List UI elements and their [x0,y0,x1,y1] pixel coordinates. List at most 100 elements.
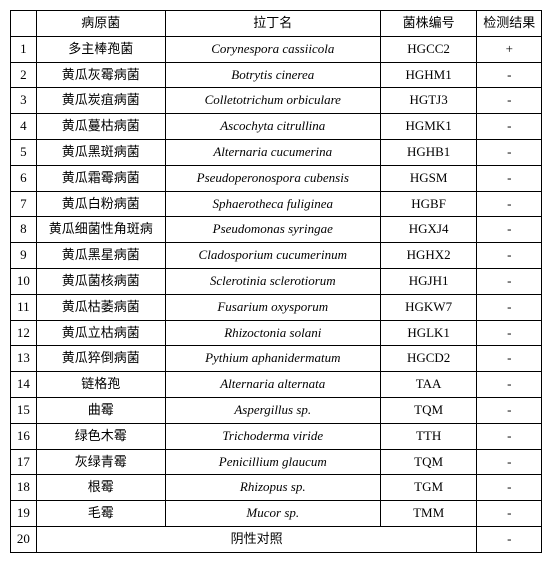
cell-latin: Alternaria cucumerina [165,139,380,165]
cell-code: HGBF [380,191,477,217]
cell-code: TAA [380,372,477,398]
cell-index: 4 [11,114,37,140]
cell-index: 17 [11,449,37,475]
cell-latin: Trichoderma viride [165,423,380,449]
cell-result: + [477,36,542,62]
cell-index: 9 [11,243,37,269]
cell-result: - [477,475,542,501]
cell-result: - [477,449,542,475]
table-row: 16绿色木霉Trichoderma virideTTH- [11,423,542,449]
table-row: 11黄瓜枯萎病菌Fusarium oxysporumHGKW7- [11,294,542,320]
cell-pathogen: 绿色木霉 [36,423,165,449]
cell-result: - [477,320,542,346]
cell-result: - [477,139,542,165]
table-footer-row: 20 阴性对照 - [11,526,542,552]
table-row: 5黄瓜黑斑病菌Alternaria cucumerinaHGHB1- [11,139,542,165]
cell-index: 8 [11,217,37,243]
cell-result: - [477,346,542,372]
cell-index: 3 [11,88,37,114]
cell-pathogen: 黄瓜立枯病菌 [36,320,165,346]
pathogen-table: 病原菌 拉丁名 菌株编号 检测结果 1多主棒孢菌Corynespora cass… [10,10,542,553]
cell-pathogen: 灰绿青霉 [36,449,165,475]
cell-pathogen: 黄瓜灰霉病菌 [36,62,165,88]
cell-latin: Alternaria alternata [165,372,380,398]
cell-index: 19 [11,501,37,527]
cell-latin: Pseudoperonospora cubensis [165,165,380,191]
table-row: 13黄瓜猝倒病菌Pythium aphanidermatumHGCD2- [11,346,542,372]
cell-code: TTH [380,423,477,449]
cell-pathogen: 曲霉 [36,397,165,423]
cell-result: - [477,243,542,269]
table-row: 9黄瓜黑星病菌Cladosporium cucumerinumHGHX2- [11,243,542,269]
cell-latin: Aspergillus sp. [165,397,380,423]
cell-result: - [477,88,542,114]
cell-pathogen: 黄瓜枯萎病菌 [36,294,165,320]
table-row: 18根霉Rhizopus sp.TGM- [11,475,542,501]
cell-index: 11 [11,294,37,320]
cell-index: 5 [11,139,37,165]
cell-code: HGMK1 [380,114,477,140]
cell-index: 10 [11,268,37,294]
cell-result: - [477,191,542,217]
table-row: 10黄瓜菌核病菌Sclerotinia sclerotiorumHGJH1- [11,268,542,294]
cell-latin: Rhizopus sp. [165,475,380,501]
cell-latin: Pythium aphanidermatum [165,346,380,372]
cell-index: 6 [11,165,37,191]
cell-latin: Pseudomonas syringae [165,217,380,243]
header-index [11,11,37,37]
cell-code: HGHB1 [380,139,477,165]
cell-code: HGCD2 [380,346,477,372]
cell-latin: Botrytis cinerea [165,62,380,88]
table-row: 12黄瓜立枯病菌Rhizoctonia solaniHGLK1- [11,320,542,346]
cell-result: - [477,217,542,243]
header-result: 检测结果 [477,11,542,37]
cell-pathogen: 黄瓜炭疽病菌 [36,88,165,114]
cell-code: HGHX2 [380,243,477,269]
header-latin: 拉丁名 [165,11,380,37]
table-header-row: 病原菌 拉丁名 菌株编号 检测结果 [11,11,542,37]
cell-pathogen: 多主棒孢菌 [36,36,165,62]
cell-result: - [477,372,542,398]
cell-index: 7 [11,191,37,217]
cell-pathogen: 黄瓜蔓枯病菌 [36,114,165,140]
cell-pathogen: 黄瓜黑斑病菌 [36,139,165,165]
header-code: 菌株编号 [380,11,477,37]
cell-result: - [477,397,542,423]
cell-code: HGJH1 [380,268,477,294]
cell-latin: Cladosporium cucumerinum [165,243,380,269]
table-row: 14链格孢Alternaria alternataTAA- [11,372,542,398]
cell-latin: Colletotrichum orbiculare [165,88,380,114]
footer-label: 阴性对照 [36,526,477,552]
cell-latin: Rhizoctonia solani [165,320,380,346]
cell-latin: Mucor sp. [165,501,380,527]
table-row: 7黄瓜白粉病菌Sphaerotheca fuligineaHGBF- [11,191,542,217]
cell-index: 1 [11,36,37,62]
cell-pathogen: 黄瓜猝倒病菌 [36,346,165,372]
table-row: 6黄瓜霜霉病菌Pseudoperonospora cubensisHGSM- [11,165,542,191]
table-row: 2黄瓜灰霉病菌Botrytis cinereaHGHM1- [11,62,542,88]
cell-pathogen: 黄瓜霜霉病菌 [36,165,165,191]
cell-pathogen: 链格孢 [36,372,165,398]
table-row: 1多主棒孢菌Corynespora cassiicolaHGCC2+ [11,36,542,62]
cell-pathogen: 毛霉 [36,501,165,527]
cell-pathogen: 黄瓜细菌性角斑病 [36,217,165,243]
cell-code: HGLK1 [380,320,477,346]
cell-result: - [477,268,542,294]
table-row: 15曲霉Aspergillus sp.TQM- [11,397,542,423]
cell-pathogen: 黄瓜黑星病菌 [36,243,165,269]
header-pathogen: 病原菌 [36,11,165,37]
cell-pathogen: 根霉 [36,475,165,501]
cell-code: TMM [380,501,477,527]
cell-latin: Ascochyta citrullina [165,114,380,140]
cell-index: 2 [11,62,37,88]
table-row: 17灰绿青霉Penicillium glaucumTQM- [11,449,542,475]
cell-index: 12 [11,320,37,346]
cell-code: HGHM1 [380,62,477,88]
cell-code: HGKW7 [380,294,477,320]
cell-code: TGM [380,475,477,501]
cell-latin: Penicillium glaucum [165,449,380,475]
cell-latin: Sclerotinia sclerotiorum [165,268,380,294]
cell-index: 16 [11,423,37,449]
cell-latin: Corynespora cassiicola [165,36,380,62]
cell-pathogen: 黄瓜菌核病菌 [36,268,165,294]
